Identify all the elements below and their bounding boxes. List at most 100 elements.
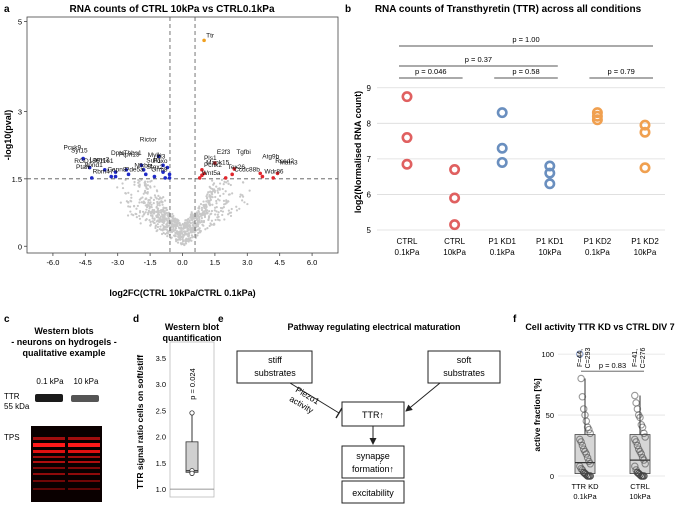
wb-quant-y-axis-label: TTR signal ratio cells on soft/stiff [135, 355, 145, 489]
activity-point [632, 438, 640, 446]
ns-point [192, 228, 195, 231]
ns-point [127, 200, 130, 204]
ns-point [172, 234, 176, 237]
ns-point [192, 215, 195, 218]
gene-point-ptafr [89, 176, 94, 180]
cell-activity-plot: Cell activity TTR KD vs CTRL DIV 7 0 50 10… [525, 322, 674, 501]
ttr-row-label: TTR [4, 392, 20, 401]
ns-point [164, 225, 167, 228]
activity-point [578, 441, 587, 450]
ns-point [203, 206, 206, 209]
ttr-point [591, 114, 603, 126]
gene-point-matn3 [275, 171, 280, 176]
ns-point [191, 236, 194, 239]
ns-point [169, 230, 172, 233]
ttr-category-label: P1 KD2 [584, 237, 612, 246]
ns-point [144, 180, 147, 183]
ns-point [207, 215, 211, 218]
ttr-category-label: 0.1kPa [585, 248, 610, 257]
blot-title-line-1: Western blots [34, 326, 93, 336]
ttr-point [639, 126, 651, 138]
activity-point [582, 417, 591, 425]
ns-point [156, 211, 159, 214]
ns-point [163, 212, 166, 216]
gene-label-nfkbiz: Nfkbiz [134, 163, 152, 170]
ns-point [214, 195, 217, 199]
gene-point-ccdc88b [230, 172, 234, 177]
blot-title-line-2: - neurons on hydrogels - [11, 337, 117, 347]
ns-point [198, 212, 201, 215]
ttr-y-tick-label: 7 [367, 155, 372, 164]
y-tick-label: 5 [18, 17, 22, 26]
ns-point [155, 197, 158, 200]
ns-point [178, 234, 181, 237]
soft-substrates-line-2: substrates [443, 368, 485, 378]
ns-point [167, 213, 170, 216]
lane-label-soft: 0.1 kPa [36, 377, 64, 386]
ns-point [217, 191, 220, 194]
volcano-plot: RNA counts of CTRL 10kPa vs CTRL0.1kPa T… [3, 4, 339, 298]
ns-point [143, 212, 146, 215]
ttr-category-label: CTRL [397, 237, 418, 246]
ns-point [204, 212, 207, 215]
activity-point [631, 391, 639, 400]
ns-point [200, 206, 204, 209]
ns-point [165, 223, 168, 226]
activity-count-label: C=293 [585, 347, 592, 368]
ns-point [174, 227, 178, 230]
ns-point [196, 228, 199, 231]
ns-point [140, 201, 143, 204]
wb-quant-frame [169, 341, 215, 498]
ns-point [127, 191, 130, 194]
ns-point [191, 226, 194, 230]
ttr-category-label: CTRL [444, 237, 465, 246]
ns-point [221, 213, 224, 217]
ns-point [190, 234, 194, 237]
ns-point [151, 220, 155, 223]
x-tick-label: 6.0 [307, 258, 317, 267]
ns-point [187, 217, 190, 220]
ns-point [209, 190, 212, 193]
gene-label-foxo: Foxo [153, 158, 168, 165]
ns-point [194, 229, 198, 232]
gene-point-ptpn13 [139, 163, 144, 168]
activity-pvalue: p = 0.83 [599, 361, 626, 370]
wb-quant-title-line-1: Western blot [165, 322, 219, 332]
gene-label-pcsk9: Pcsk9 [63, 145, 81, 152]
stiff-substrates-line-2: substrates [254, 368, 296, 378]
ttr-point [496, 156, 508, 168]
ns-point [146, 203, 149, 206]
ns-point [151, 215, 154, 218]
ns-point [241, 181, 245, 184]
ns-point [209, 198, 213, 201]
ns-point [189, 239, 192, 242]
ns-point [162, 218, 166, 222]
ns-point [137, 181, 140, 184]
ns-point [204, 228, 207, 231]
comparison-pvalue: p = 0.37 [465, 55, 492, 64]
gene-label-syt15: Syt15 [71, 148, 88, 155]
ns-point [174, 238, 178, 241]
activity-plot-area: 0 50 100 F=44, C=293 TTR KD0.1kPa F=41, C=276 CT… [541, 347, 665, 501]
ns-point [190, 217, 193, 220]
ns-point [186, 220, 189, 223]
tps-label: TPS [4, 433, 20, 442]
inhibition-bar [335, 407, 343, 419]
ns-point [224, 190, 227, 193]
ns-point [121, 182, 124, 185]
ns-point [138, 214, 141, 218]
ns-point [241, 199, 244, 202]
ns-point [171, 212, 174, 216]
gene-point-lamc2 [109, 174, 114, 179]
ns-point [216, 198, 220, 201]
ns-point [135, 207, 138, 210]
ns-point [160, 201, 164, 204]
ns-point [152, 198, 156, 201]
ns-point [174, 224, 177, 228]
ns-point [146, 180, 149, 183]
ns-point [179, 230, 182, 233]
ttr-point [591, 110, 603, 122]
activity-y-tick-label: 50 [546, 411, 554, 420]
ns-point [154, 226, 157, 230]
wb-quant-point [189, 410, 195, 416]
